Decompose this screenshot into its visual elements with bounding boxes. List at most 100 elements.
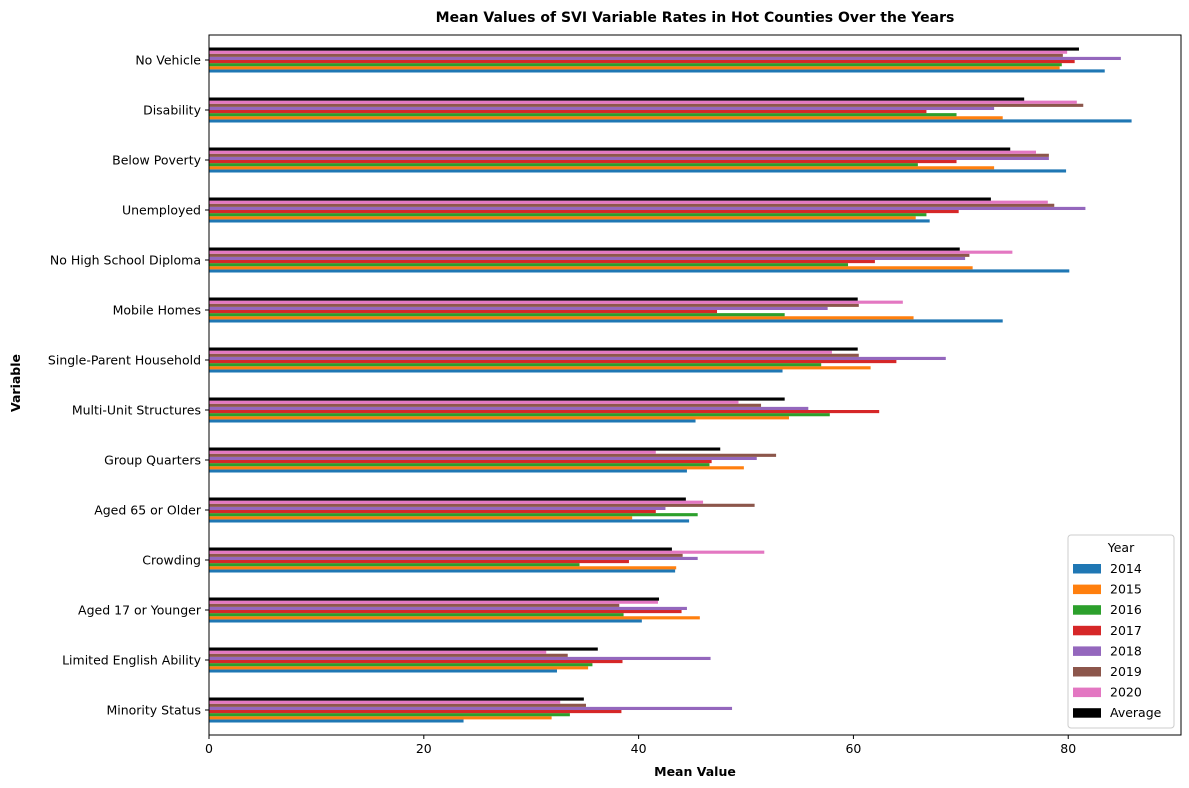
bar-no-vehicle-2018 [209, 56, 1121, 61]
bar-single-parent-household-2015 [209, 366, 871, 370]
bar-aged-65-or-older-2020 [209, 500, 704, 504]
bar-crowding-2014 [209, 569, 676, 573]
bar-disability-2020 [209, 100, 1077, 104]
bar-unemployed-average [209, 197, 991, 201]
bar-single-parent-household-average [209, 347, 858, 351]
legend-label-2019: 2019 [1110, 664, 1142, 679]
bar-group-quarters-2020 [209, 450, 656, 454]
bar-crowding-2019 [209, 553, 683, 557]
bar-crowding-average [209, 547, 672, 551]
bar-minority-status-2016 [209, 713, 570, 717]
bar-multi-unit-structures-2018 [209, 406, 809, 411]
bar-no-high-school-diploma-2015 [209, 266, 973, 270]
bar-multi-unit-structures-2014 [209, 419, 696, 423]
bar-group-quarters-2014 [209, 469, 687, 473]
bars-layer [209, 47, 1132, 723]
chart-legend: Year 2014 2015 2016 2017 2018 2019 2020 Average [1067, 534, 1175, 729]
y-tick-label-group-quarters: Group Quarters [104, 453, 201, 468]
bar-aged-17-or-younger-2019 [209, 603, 620, 607]
bar-no-high-school-diploma-2016 [209, 263, 849, 267]
bar-minority-status-2015 [209, 716, 552, 720]
bar-single-parent-household-2014 [209, 369, 783, 373]
bar-no-vehicle-2020 [209, 50, 1068, 54]
bar-group-quarters-2019 [209, 453, 777, 457]
legend-swatch-2014 [1073, 564, 1101, 574]
bar-mobile-homes-2018 [209, 306, 828, 311]
legend-label-2017: 2017 [1110, 623, 1142, 638]
bar-mobile-homes-2014 [209, 319, 1003, 323]
bar-aged-65-or-older-average [209, 497, 686, 501]
bar-no-vehicle-2015 [209, 66, 1060, 70]
bar-aged-17-or-younger-2017 [209, 610, 682, 614]
x-tick-label-40: 40 [631, 741, 647, 756]
bar-multi-unit-structures-average [209, 397, 785, 401]
x-tick-label-80: 80 [1060, 741, 1076, 756]
bar-limited-english-ability-2016 [209, 663, 593, 667]
x-tick-label-60: 60 [845, 741, 861, 756]
bar-group-quarters-2016 [209, 463, 710, 467]
bar-crowding-2018 [209, 556, 698, 561]
bar-crowding-2016 [209, 563, 580, 567]
legend-swatch-2015 [1073, 584, 1101, 595]
bar-aged-65-or-older-2015 [209, 516, 633, 520]
y-tick-label-disability: Disability [143, 103, 202, 118]
bar-single-parent-household-2016 [209, 363, 822, 367]
bar-no-vehicle-average [209, 47, 1079, 51]
bar-minority-status-2017 [209, 710, 622, 714]
bar-below-poverty-2016 [209, 163, 918, 167]
bar-minority-status-2019 [209, 703, 586, 707]
bar-unemployed-2020 [209, 200, 1048, 204]
x-tick-label-20: 20 [416, 741, 432, 756]
bar-group-quarters-2018 [209, 456, 757, 461]
y-tick-label-no-high-school-diploma: No High School Diploma [50, 253, 201, 268]
bar-mobile-homes-2020 [209, 300, 903, 304]
y-tick-label-no-vehicle: No Vehicle [135, 53, 201, 68]
legend-label-2015: 2015 [1110, 582, 1142, 597]
bar-limited-english-ability-2019 [209, 653, 568, 657]
bar-no-vehicle-2016 [209, 63, 1062, 67]
bar-unemployed-2014 [209, 219, 930, 223]
bar-aged-17-or-younger-2018 [209, 606, 687, 611]
y-tick-label-minority-status: Minority Status [106, 703, 201, 718]
bar-limited-english-ability-2020 [209, 650, 547, 654]
bar-aged-65-or-older-2018 [209, 506, 666, 511]
bar-aged-65-or-older-2014 [209, 519, 690, 523]
legend-swatch-average [1073, 708, 1101, 718]
bar-below-poverty-2020 [209, 150, 1037, 154]
legend-swatch-2018 [1073, 646, 1101, 656]
y-tick-label-unemployed: Unemployed [122, 203, 201, 218]
bar-mobile-homes-2017 [209, 310, 718, 314]
bar-limited-english-ability-2017 [209, 660, 623, 664]
legend-label-2016: 2016 [1110, 602, 1142, 617]
bar-minority-status-2020 [209, 700, 561, 704]
bar-multi-unit-structures-2020 [209, 400, 739, 404]
y-tick-label-limited-english-ability: Limited English Ability [62, 653, 202, 668]
bar-multi-unit-structures-2016 [209, 413, 830, 417]
bar-aged-65-or-older-2016 [209, 513, 698, 517]
bar-disability-2015 [209, 116, 1003, 120]
bar-multi-unit-structures-2019 [209, 403, 762, 407]
bar-aged-17-or-younger-2016 [209, 613, 624, 617]
legend-label-2014: 2014 [1110, 561, 1142, 576]
legend-swatch-2016 [1073, 605, 1101, 615]
bar-aged-65-or-older-2019 [209, 503, 755, 507]
bar-unemployed-2015 [209, 216, 916, 220]
y-tick-label-crowding: Crowding [142, 553, 201, 568]
bar-below-poverty-2018 [209, 156, 1049, 161]
bar-group-quarters-average [209, 447, 721, 451]
bar-no-high-school-diploma-average [209, 247, 960, 251]
bar-no-high-school-diploma-2018 [209, 256, 966, 261]
y-tick-label-mobile-homes: Mobile Homes [113, 303, 201, 318]
bar-group-quarters-2015 [209, 466, 744, 470]
bar-disability-2019 [209, 103, 1084, 107]
bar-disability-2016 [209, 113, 957, 117]
bar-aged-17-or-younger-2014 [209, 619, 642, 623]
bar-single-parent-household-2018 [209, 356, 946, 361]
bar-mobile-homes-2019 [209, 303, 859, 307]
legend-swatch-2019 [1073, 667, 1101, 677]
y-tick-label-single-parent-household: Single-Parent Household [48, 353, 201, 368]
bar-no-high-school-diploma-2020 [209, 250, 1013, 254]
bar-limited-english-ability-2018 [209, 656, 711, 661]
y-tick-label-aged-65-or-older: Aged 65 or Older [94, 503, 202, 518]
legend-label-average: Average [1110, 705, 1162, 720]
